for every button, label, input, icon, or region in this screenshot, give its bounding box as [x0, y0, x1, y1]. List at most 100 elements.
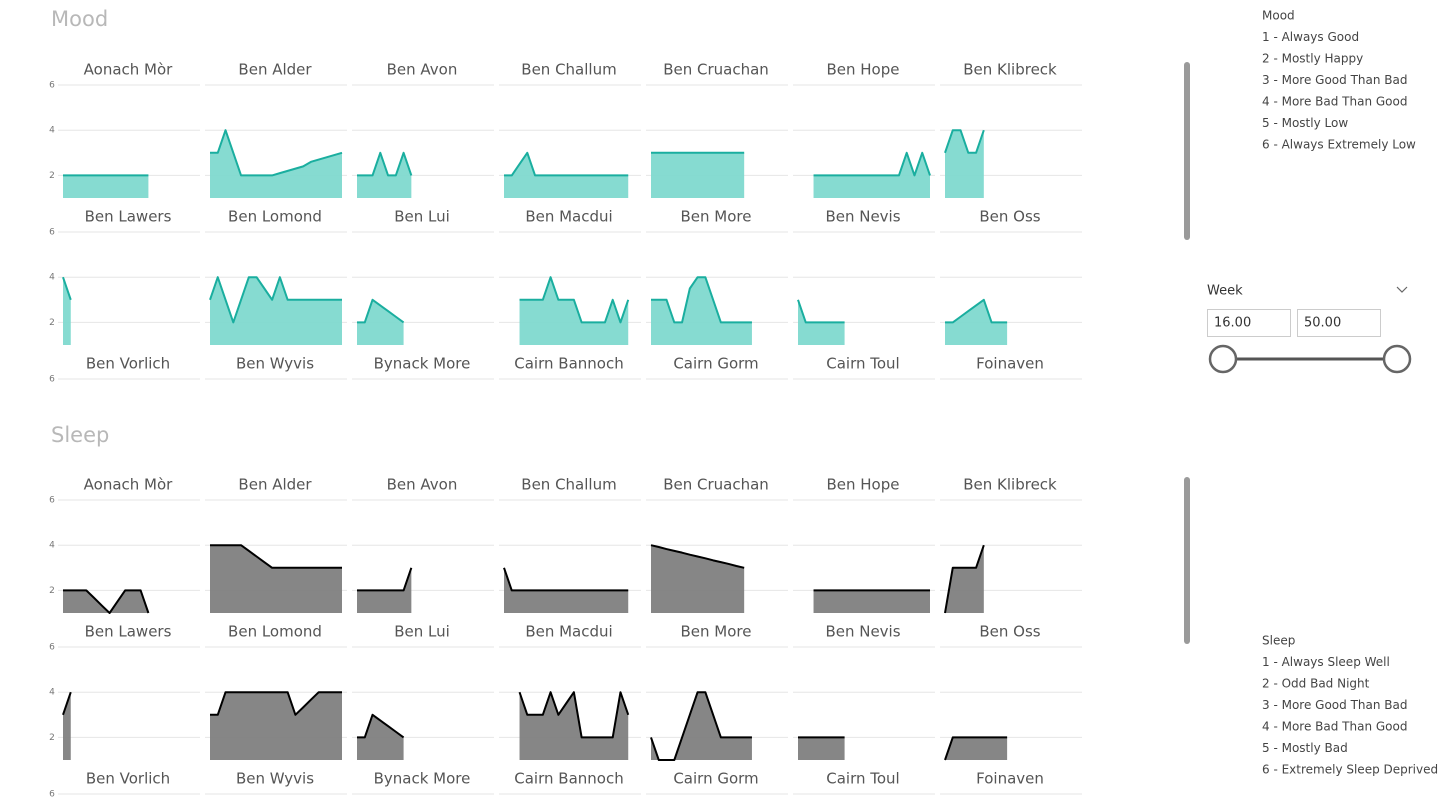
legend-item: 4 - More Bad Than Good [1262, 95, 1407, 109]
area-line [210, 691, 342, 716]
area-line [503, 567, 629, 592]
y-tick-label: 4 [49, 126, 55, 136]
area-line [944, 736, 1008, 761]
section-title: Sleep [51, 423, 109, 447]
y-tick-label: 4 [49, 273, 55, 283]
panel-title: Cairn Gorm [673, 770, 758, 788]
scrollbar[interactable] [1184, 477, 1190, 644]
panel-title: Bynack More [374, 355, 471, 373]
panel-title: Ben Lawers [85, 208, 172, 226]
panel-title: Cairn Toul [826, 355, 899, 373]
panel-title: Ben Wyvis [236, 355, 314, 373]
end-input[interactable] [1297, 309, 1381, 337]
legend-item: 3 - More Good Than Bad [1262, 73, 1407, 87]
panel-title: Ben More [681, 623, 752, 641]
panel-title: Ben Hope [826, 61, 899, 79]
area-line [518, 691, 630, 739]
panel-title: Ben Cruachan [663, 61, 769, 79]
panel-title: Ben More [681, 208, 752, 226]
y-tick-label: 6 [49, 375, 55, 385]
y-tick-label: 6 [49, 790, 55, 800]
legend-item: 6 - Extremely Sleep Deprived [1262, 763, 1438, 777]
panel-title: Aonach Mòr [84, 476, 174, 494]
week-slicer[interactable]: Week 16.00 50.00 [1207, 284, 1412, 374]
area-fill [357, 299, 404, 345]
panel-title: Ben Klibreck [963, 61, 1057, 79]
area-fill [519, 277, 629, 345]
panel-title: Ben Vorlich [86, 355, 170, 373]
y-tick-label: 2 [49, 733, 55, 743]
panel-title: Ben Challum [521, 61, 616, 79]
area-line [650, 544, 745, 569]
legend-item: 5 - Mostly Low [1262, 116, 1348, 130]
area-line [813, 151, 931, 177]
legend-item: 1 - Always Good [1262, 30, 1359, 44]
panel-title: Ben Lomond [228, 623, 322, 641]
y-tick-label: 4 [49, 541, 55, 551]
area-fill [63, 590, 149, 613]
area-line [210, 544, 342, 569]
area-fill [357, 152, 412, 198]
panel-title: Bynack More [374, 770, 471, 788]
legend-item: 2 - Mostly Happy [1262, 52, 1363, 66]
area-line [62, 691, 72, 716]
area-line [519, 276, 630, 324]
mood-section: Mood Aonach Mòr 2 4 6 Ben Alder Ben Avon Ben Ch… [49, 7, 1082, 385]
area-line [209, 276, 342, 324]
area-line [650, 691, 752, 761]
section-title: Mood [51, 7, 108, 31]
panel-title: Ben Oss [979, 623, 1040, 641]
panel-title: Foinaven [976, 770, 1044, 788]
y-tick-label: 2 [49, 171, 55, 181]
y-tick-label: 2 [49, 586, 55, 596]
area-fill [519, 692, 629, 760]
panel-title: Ben Avon [387, 476, 458, 494]
area-line [62, 276, 72, 301]
panel-title: Ben Lomond [228, 208, 322, 226]
area-fill [651, 277, 752, 345]
area-fill [945, 299, 1008, 345]
scrollbar[interactable] [1184, 62, 1190, 240]
panel-title: Aonach Mòr [84, 61, 174, 79]
panel-title: Ben Nevis [825, 623, 900, 641]
y-tick-label: 6 [49, 496, 55, 506]
area-fill [651, 152, 745, 198]
panel-title: Ben Cruachan [663, 476, 769, 494]
legend-title: Mood [1262, 9, 1295, 23]
slider-handle[interactable] [1208, 344, 1238, 374]
area-fill [945, 545, 984, 613]
legend-item: 1 - Always Sleep Well [1262, 655, 1390, 669]
panel-title: Ben Alder [238, 61, 312, 79]
start-input[interactable] [1207, 309, 1291, 337]
area-line [651, 276, 752, 324]
panel-title: Cairn Toul [826, 770, 899, 788]
legend-item: 3 - More Good Than Bad [1262, 698, 1407, 712]
y-tick-label: 2 [49, 318, 55, 328]
area-fill [798, 737, 845, 760]
area-line [357, 298, 405, 324]
area-fill [945, 130, 984, 198]
y-tick-label: 6 [49, 643, 55, 653]
panel-title: Ben Nevis [825, 208, 900, 226]
chevron[interactable] [1396, 286, 1408, 293]
panel-title: Ben Lawers [85, 623, 172, 641]
slider-handle[interactable] [1382, 344, 1412, 374]
area-fill [357, 714, 404, 760]
panel-title: Ben Oss [979, 208, 1040, 226]
panel-title: Ben Klibreck [963, 476, 1057, 494]
legends: Mood 1 - Always Good 2 - Mostly Happy 3 - M… [1262, 9, 1438, 777]
area-line [357, 567, 413, 592]
y-tick-label: 4 [49, 688, 55, 698]
area-fill [210, 692, 342, 760]
area-fill [813, 590, 930, 613]
area-line [504, 151, 629, 177]
panel-title: Ben Lui [394, 623, 450, 641]
area-line [357, 151, 413, 177]
legend-title: Sleep [1262, 634, 1295, 648]
panel-title: Cairn Gorm [673, 355, 758, 373]
panel-title: Ben Macdui [525, 623, 612, 641]
sleep-section: Sleep Aonach Mòr 2 4 6 Ben Alder Ben Avon Ben C… [49, 423, 1082, 800]
panel-title: Cairn Bannoch [514, 770, 623, 788]
area-line [797, 299, 845, 324]
legend-item: 4 - More Bad Than Good [1262, 720, 1407, 734]
